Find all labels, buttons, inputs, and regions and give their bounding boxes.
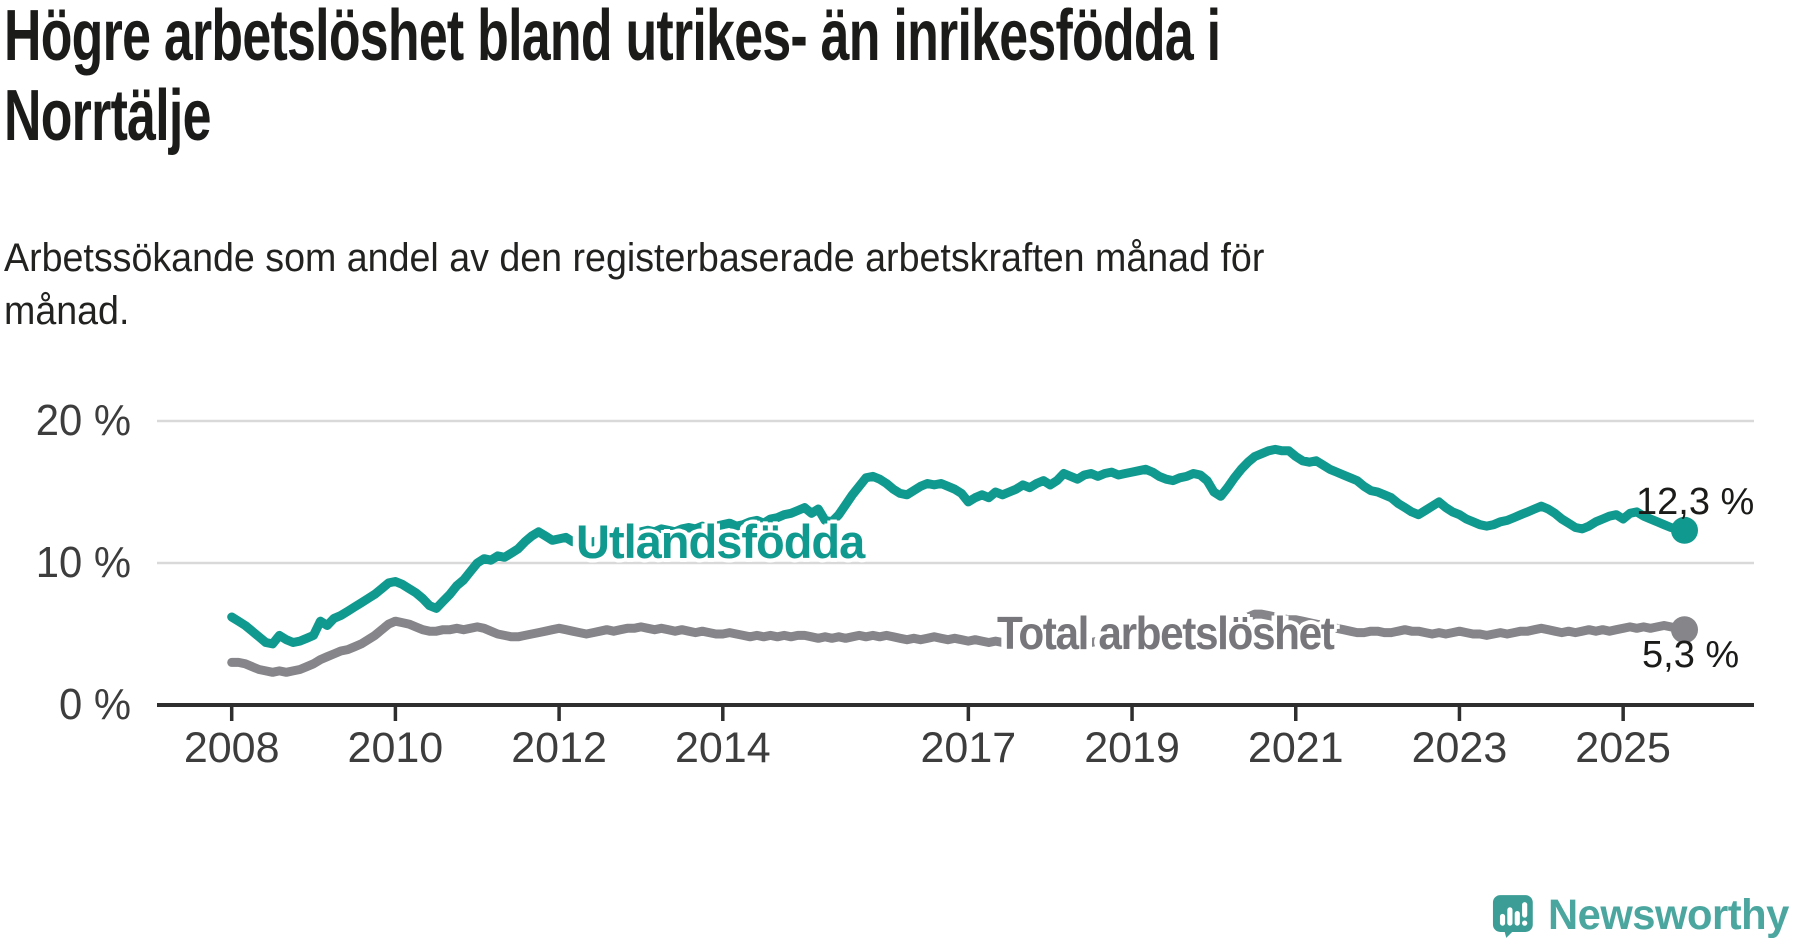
x-tick-label: 2008 [183,724,280,772]
x-tick-label: 2017 [920,724,1017,772]
newsworthy-logo-icon [1492,895,1533,938]
subtitle-line-1: Arbetssökande som andel av den registerb… [4,236,1265,280]
title-line-2: Norrtälje [4,76,211,156]
end-dot-utlandsfodda [1671,516,1698,544]
title-line-1: Högre arbetslöshet bland utrikes- än inr… [4,0,1221,76]
series-label-total-arbetsloshet: Total arbetslöshet [997,607,1335,659]
series-line-utlandsfodda [227,444,1689,649]
bar-chart-glyph [1499,902,1528,926]
end-value-label-utlandsfodda: 12,3 % [1636,481,1755,523]
page-title: Högre arbetslöshet bland utrikes- än inr… [4,0,1221,156]
subtitle-line-2: månad. [4,289,130,333]
x-tick-label: 2021 [1247,724,1344,772]
series-label-utlandsfodda: Utlandsfödda [576,515,865,568]
chart-subtitle: Arbetssökande som andel av den registerb… [4,232,1264,338]
x-tick-label: 2023 [1411,724,1508,772]
x-tick-label: 2019 [1084,724,1180,772]
x-tick-label: 2014 [674,724,771,772]
x-tick-label: 2012 [511,724,607,772]
newsworthy-logo-text: Newsworthy [1547,890,1789,939]
x-tick-label: 2010 [347,724,444,772]
y-tick-label: 0 % [58,680,131,729]
series-line-total [227,609,1689,677]
exclamation-dot [1522,920,1528,926]
y-tick-label: 20 % [35,396,131,445]
end-dot-total [1671,616,1698,644]
speech-bubble-shape [1492,895,1533,938]
newsworthy-branding: Newsworthy [1490,884,1796,946]
y-tick-label: 10 % [35,538,131,587]
end-value-label-total: 5,3 % [1642,634,1740,676]
x-tick-label: 2025 [1575,724,1671,772]
